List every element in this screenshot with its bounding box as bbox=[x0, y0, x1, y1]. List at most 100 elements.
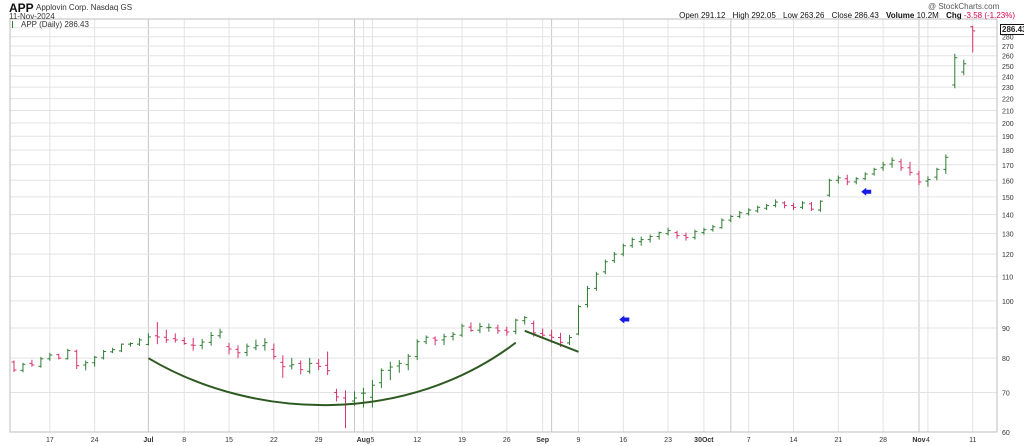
ohlc-bar bbox=[674, 230, 680, 239]
chg-value: -3.58 (-1.23%) bbox=[963, 11, 1015, 20]
ohlc-bar bbox=[692, 229, 698, 240]
ohlc-bar bbox=[136, 338, 142, 346]
ohlc-bar bbox=[307, 357, 313, 374]
ohlc-bar bbox=[898, 158, 904, 171]
ohlc-bar bbox=[334, 388, 340, 402]
x-tick-label: 17 bbox=[46, 437, 54, 444]
y-tick-label: 100 bbox=[1002, 299, 1014, 306]
ohlc-bar bbox=[244, 343, 250, 357]
y-tick-label: 240 bbox=[1002, 74, 1014, 81]
ohlc-bar bbox=[154, 322, 160, 345]
ohlc-bar bbox=[602, 259, 608, 275]
x-tick-label: 7 bbox=[747, 437, 751, 444]
ticker-symbol: APP bbox=[9, 1, 34, 15]
low-label: Low bbox=[783, 11, 798, 20]
ohlc-bar bbox=[701, 227, 707, 235]
x-tick-label: 22 bbox=[270, 437, 278, 444]
ohlc-bar bbox=[11, 360, 17, 373]
ohlc-bar bbox=[934, 167, 940, 181]
ohlc-bar bbox=[360, 387, 366, 408]
ohlc-bar bbox=[504, 326, 510, 336]
ohlc-bar bbox=[817, 200, 823, 212]
high-label: High bbox=[732, 11, 750, 20]
x-tick-label: 14 bbox=[790, 437, 798, 444]
ohlc-bar bbox=[110, 347, 116, 354]
ohlc-bar bbox=[289, 357, 295, 370]
y-tick-label: 90 bbox=[1002, 326, 1010, 333]
ohlc-bar bbox=[486, 323, 492, 332]
ohlc-bar bbox=[746, 208, 752, 216]
handle-trendline bbox=[524, 329, 579, 353]
ohlc-bar bbox=[495, 324, 501, 334]
ohlc-bar bbox=[83, 360, 89, 371]
ohlc-bar bbox=[871, 167, 877, 176]
ohlc-bar bbox=[728, 214, 734, 223]
y-tick-label: 110 bbox=[1002, 274, 1013, 281]
y-tick-label: 140 bbox=[1002, 213, 1014, 220]
y-tick-label: 160 bbox=[1002, 178, 1014, 185]
y-tick-label: 200 bbox=[1002, 121, 1014, 128]
ohlc-bar bbox=[853, 177, 859, 185]
x-tick-label: 28 bbox=[879, 437, 887, 444]
y-tick-label: 190 bbox=[1002, 134, 1014, 141]
chg-label: Chg bbox=[946, 11, 962, 20]
ohlc-bar bbox=[119, 343, 125, 353]
ohlc-bar bbox=[826, 178, 832, 197]
x-tick-label: Aug bbox=[357, 437, 371, 444]
ohlc-bar bbox=[369, 379, 375, 408]
x-tick-label: Sep bbox=[536, 437, 549, 444]
ohlc-bar bbox=[656, 231, 662, 240]
close-label: Close bbox=[831, 11, 853, 20]
company-name: Applovin Corp. Nasdaq GS bbox=[36, 3, 133, 12]
y-tick-label: 120 bbox=[1002, 252, 1014, 259]
ohlc-bar bbox=[101, 349, 107, 360]
ohlc-bar bbox=[647, 234, 653, 243]
ohlc-bar bbox=[208, 331, 214, 346]
y-tick-label: 280 bbox=[1002, 35, 1014, 42]
ohlc-bar bbox=[907, 161, 913, 176]
ohlc-bar bbox=[163, 329, 169, 343]
ohlc-bar bbox=[764, 203, 770, 211]
ohlc-bar bbox=[755, 205, 761, 213]
x-tick-label: 8 bbox=[182, 437, 186, 444]
ohlc-bar bbox=[835, 175, 841, 184]
ohlc-bar bbox=[450, 331, 456, 341]
ohlc-bar bbox=[791, 202, 797, 211]
quote-summary: Open 291.12 High 292.05 Low 263.26 Close… bbox=[679, 11, 1015, 20]
ohlc-bar bbox=[127, 342, 133, 347]
ohlc-bar bbox=[513, 318, 519, 335]
open-value: 291.12 bbox=[700, 11, 726, 20]
ohlc-bar bbox=[298, 360, 304, 375]
series-legend: APP (Daily) 286.43 bbox=[12, 20, 89, 29]
ohlc-bar bbox=[387, 361, 393, 381]
last-price-badge: 286.43 bbox=[1000, 24, 1024, 35]
y-tick-label: 180 bbox=[1002, 148, 1014, 155]
low-value: 263.26 bbox=[799, 11, 825, 20]
ohlc-bar bbox=[880, 161, 886, 171]
ohlc-bar bbox=[92, 355, 98, 367]
chart-date: 11-Nov-2024 bbox=[9, 12, 55, 21]
blue-arrow-marker bbox=[861, 187, 872, 196]
ohlc-bar bbox=[782, 201, 788, 209]
x-tick-label: 15 bbox=[225, 437, 233, 444]
x-tick-label: 24 bbox=[91, 437, 99, 444]
ohlc-bar bbox=[217, 328, 223, 339]
ohlc-bar bbox=[593, 271, 599, 291]
ohlc-bar bbox=[862, 172, 868, 181]
ohlc-bar bbox=[325, 351, 331, 376]
x-tick-label: 11 bbox=[969, 437, 976, 444]
ohlc-bar bbox=[611, 252, 617, 263]
ohlc-bar bbox=[468, 322, 474, 332]
ohlc-bar bbox=[190, 337, 196, 351]
ohlc-bar bbox=[575, 304, 581, 336]
ohlc-bar bbox=[396, 360, 402, 373]
ohlc-bar bbox=[181, 337, 187, 345]
y-tick-label: 260 bbox=[1002, 54, 1014, 61]
ohlc-bar bbox=[29, 359, 35, 367]
ohlc-bar bbox=[943, 154, 949, 174]
x-tick-label: Nov bbox=[912, 437, 925, 444]
copyright-text[interactable]: @ StockCharts.com bbox=[928, 2, 1000, 11]
ohlc-bar bbox=[405, 354, 411, 371]
y-tick-label: 230 bbox=[1002, 85, 1014, 92]
ohlc-bar bbox=[423, 335, 429, 345]
